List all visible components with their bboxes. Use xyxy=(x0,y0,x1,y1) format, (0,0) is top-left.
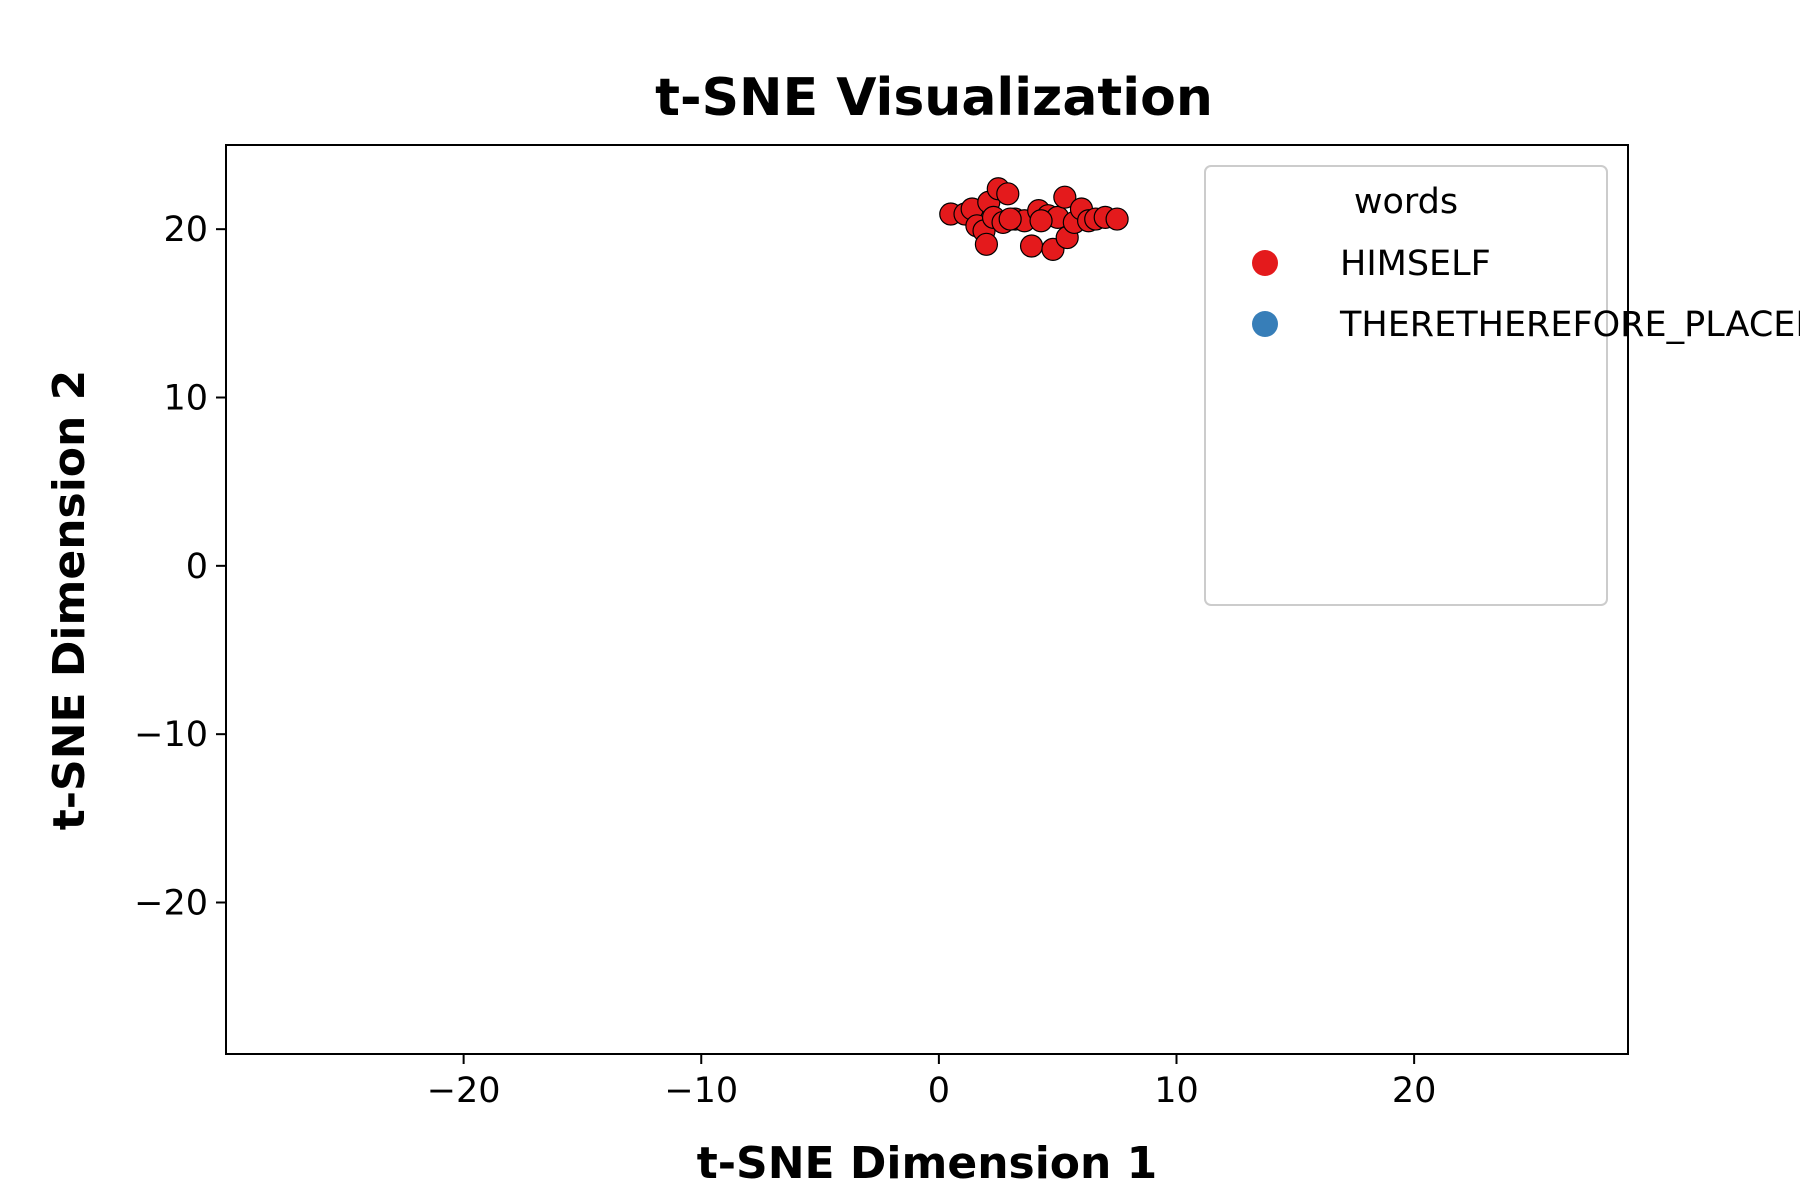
plot-frame xyxy=(225,144,1629,1055)
point-himself xyxy=(1019,234,1044,258)
point-himself xyxy=(974,232,999,256)
ticks-layer: −20 −10 0 10 20 −20 −10 0 10 20 xyxy=(134,210,1436,1111)
legend-items: HIMSELF THERETHEREFORE_PLACEHOLDER xyxy=(1252,244,1800,345)
x-axis-label: t-SNE Dimension 1 xyxy=(697,1138,1158,1189)
x-tick-label: 20 xyxy=(1392,1071,1437,1111)
legend-frame xyxy=(1204,165,1608,606)
chart-title: t-SNE Visualization xyxy=(655,68,1213,128)
legend-marker-himself xyxy=(1252,250,1278,276)
legend-marker-theretherefore-placeholder xyxy=(1252,311,1278,337)
points-layer xyxy=(939,177,1129,261)
x-tick-label: −10 xyxy=(664,1071,738,1111)
legend-title: words xyxy=(1354,182,1458,222)
x-tick-label: 10 xyxy=(1154,1071,1199,1111)
y-tick-label: 0 xyxy=(186,547,208,587)
y-axis-label: t-SNE Dimension 2 xyxy=(44,370,95,831)
x-tick-label: −20 xyxy=(427,1071,501,1111)
legend-label-himself: HIMSELF xyxy=(1340,244,1491,284)
legend-label-theretherefore-placeholder: THERETHEREFORE_PLACEHOLDER xyxy=(1339,305,1800,345)
y-tick-label: 10 xyxy=(163,379,208,419)
legend: words HIMSELF THERETHEREFORE_PLACEHOLDER xyxy=(1204,165,1800,606)
y-tick-label: −20 xyxy=(134,884,208,924)
point-himself xyxy=(998,207,1022,231)
y-tick-label: −10 xyxy=(134,715,208,755)
point-himself xyxy=(1105,207,1129,231)
x-tick-label: 0 xyxy=(928,1071,950,1111)
point-himself xyxy=(1053,185,1077,209)
point-himself xyxy=(1029,209,1053,233)
y-tick-label: 20 xyxy=(163,210,208,250)
point-himself xyxy=(996,182,1020,206)
